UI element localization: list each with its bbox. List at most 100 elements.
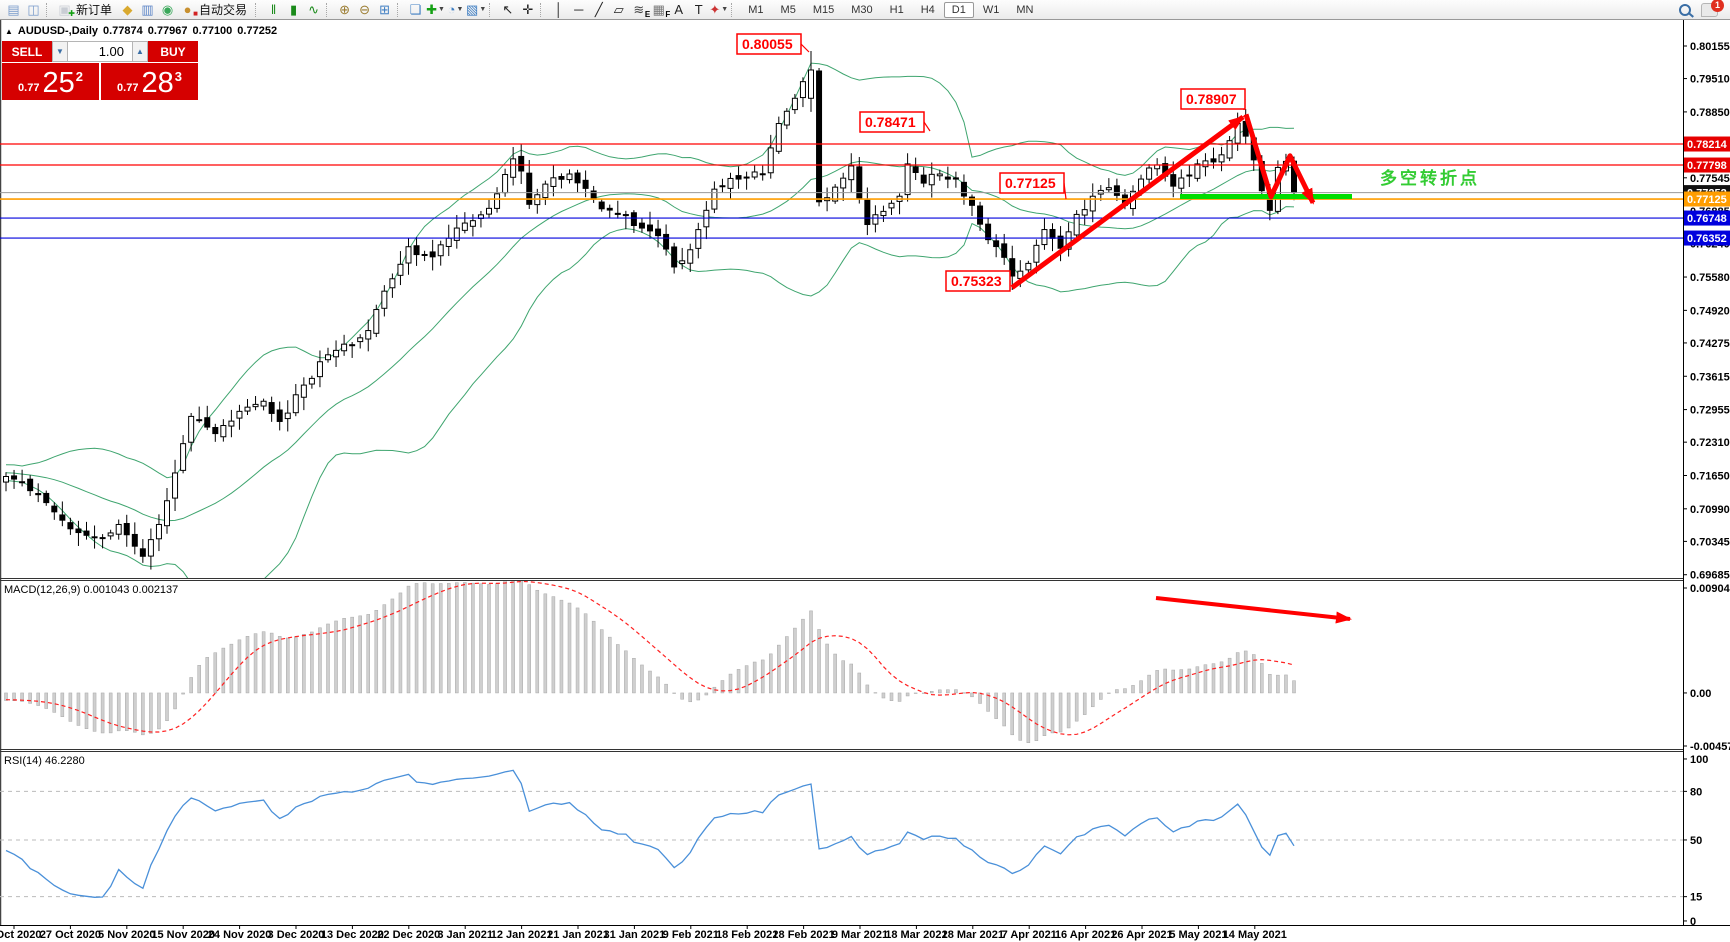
sell-price-prefix: 0.77: [18, 82, 40, 94]
indicators-icon[interactable]: ✚ ▼: [426, 2, 445, 17]
text-icon[interactable]: A: [674, 2, 684, 17]
price-callout[interactable]: 0.78907: [1180, 88, 1246, 111]
macd-histogram-bar: [559, 599, 564, 694]
macd-histogram-bar: [92, 692, 97, 732]
macd-histogram-bar: [769, 653, 773, 694]
timeframe-w1[interactable]: W1: [982, 3, 1000, 16]
arrange-icon[interactable]: ❏: [409, 2, 422, 17]
rsi-line[interactable]: [5, 769, 1295, 898]
macd-histogram-bar: [44, 692, 48, 709]
periods-icon[interactable]: ◔ ▼: [447, 2, 464, 17]
macd-histogram-bar: [865, 684, 870, 694]
price-badge: [1684, 210, 1730, 226]
timeframe-h4[interactable]: H4: [920, 3, 935, 16]
timeframe-m30[interactable]: M30: [851, 3, 873, 16]
candle-body: [1226, 140, 1233, 159]
trend-arrow[interactable]: [1010, 114, 1245, 290]
chart-window-icon[interactable]: ▤: [7, 2, 20, 17]
autotrading-icon[interactable]: ● ■: [183, 2, 199, 18]
macd-histogram-bar: [752, 661, 757, 694]
fibo-grid-icon[interactable]: ▦ F: [652, 2, 671, 19]
depth-of-market-icon[interactable]: ◆: [122, 2, 133, 17]
candlestick-icon[interactable]: ▮: [289, 2, 298, 17]
price-callout[interactable]: 0.80055: [736, 33, 810, 55]
autotrading-label[interactable]: 自动交易: [199, 3, 248, 17]
bollinger-lower-band[interactable]: [5, 206, 1295, 598]
macd-histogram-bar: [1284, 674, 1288, 694]
macd-histogram-bar: [1010, 692, 1014, 736]
zoom-out-icon[interactable]: ⊖: [359, 2, 370, 17]
timeframe-m15[interactable]: M15: [812, 3, 835, 16]
sell-price-panel[interactable]: 0.77 25 2: [2, 63, 99, 100]
buy-price-panel[interactable]: 0.77 28 3: [101, 63, 198, 100]
price-callout[interactable]: 0.75323: [945, 270, 1011, 292]
arrows-icon[interactable]: ✦ ▼: [709, 2, 729, 17]
cursor-icon[interactable]: ↖: [502, 2, 514, 17]
crosshair-icon[interactable]: ✛: [522, 2, 534, 17]
timeframe-d1[interactable]: D1: [943, 1, 974, 18]
volume-input[interactable]: 1.00: [68, 41, 132, 62]
line-chart-icon[interactable]: ∿: [308, 2, 319, 17]
channel-icon[interactable]: ▱: [613, 2, 624, 17]
rsi-pane[interactable]: [0, 769, 1683, 898]
timeframe-h1[interactable]: H1: [889, 3, 904, 16]
buy-button[interactable]: BUY: [148, 41, 198, 62]
candle-body: [936, 173, 943, 177]
price-callout[interactable]: 0.78471: [859, 111, 931, 133]
bollinger-upper-band[interactable]: [5, 62, 1295, 479]
tile-windows-icon[interactable]: ⊞: [379, 2, 390, 17]
chart-preview-icon[interactable]: ◫: [27, 2, 40, 17]
rsi-indicator-label: RSI(14) 46.2280: [4, 755, 85, 767]
macd-signal-line[interactable]: [5, 581, 1295, 736]
timeframe-mn[interactable]: MN: [1016, 3, 1034, 16]
macd-histogram-bar: [728, 673, 733, 694]
elliott-wave-icon[interactable]: ≋ E: [633, 2, 651, 19]
sell-button[interactable]: SELL: [2, 41, 52, 62]
terminal-icon[interactable]: ▥: [141, 2, 154, 17]
price-tick-label: 0.79510: [1690, 74, 1730, 86]
macd-histogram-bar: [1131, 685, 1135, 694]
zoom-in-icon[interactable]: ⊕: [339, 2, 350, 17]
candle-body: [856, 166, 863, 200]
bar-chart-icon[interactable]: ‖: [270, 2, 277, 17]
candle-body: [832, 186, 839, 202]
main-pane[interactable]: 0.80055 0.78471 0.78907 0.77125 0.75323: [0, 33, 1683, 598]
macd-histogram-bar: [181, 692, 185, 695]
macd-histogram-bar: [60, 692, 65, 717]
trendline-icon[interactable]: ╱: [594, 2, 603, 17]
vline-icon[interactable]: │: [554, 2, 563, 17]
macd-histogram-bar: [334, 620, 338, 694]
trend-arrow[interactable]: [1243, 113, 1316, 205]
volume-decrease-button[interactable]: ▼: [52, 41, 68, 62]
annotation[interactable]: 多空转折点: [1380, 169, 1480, 188]
macd-histogram-bar: [141, 692, 145, 736]
macd-histogram-bar: [1203, 664, 1208, 694]
macd-pane[interactable]: [4, 576, 1352, 743]
price-tick-label: 0.72310: [1690, 437, 1730, 449]
candle-body: [43, 492, 50, 504]
hline-icon[interactable]: ─: [574, 2, 584, 17]
macd-histogram-bar: [390, 598, 395, 694]
macd-histogram-bar: [12, 692, 16, 701]
macd-trend-arrow[interactable]: [1155, 596, 1352, 624]
text-label-icon[interactable]: T: [694, 2, 703, 17]
new-order-label[interactable]: 新订单: [76, 3, 113, 17]
candle-body: [1146, 167, 1153, 180]
candle-body: [526, 172, 533, 205]
new-order-icon[interactable]: ▣ ✚: [58, 2, 75, 18]
price-callout[interactable]: 0.77125: [999, 172, 1067, 200]
notification-icon[interactable]: 1: [1701, 0, 1724, 17]
symbol-open: 0.77874: [103, 25, 143, 37]
macd-histogram-bar: [438, 583, 443, 694]
macd-histogram-bar: [632, 658, 636, 694]
search-icon[interactable]: [1679, 3, 1691, 16]
templates-icon[interactable]: ▧ ▼: [466, 2, 487, 17]
signals-icon[interactable]: ◉: [161, 2, 174, 17]
candle-body: [663, 233, 670, 250]
timeframe-m5[interactable]: M5: [780, 3, 796, 16]
volume-increase-button[interactable]: ▲: [132, 41, 148, 62]
timeframe-m1[interactable]: M1: [748, 3, 764, 16]
macd-histogram-bar: [624, 650, 628, 694]
candle-body: [27, 478, 34, 492]
